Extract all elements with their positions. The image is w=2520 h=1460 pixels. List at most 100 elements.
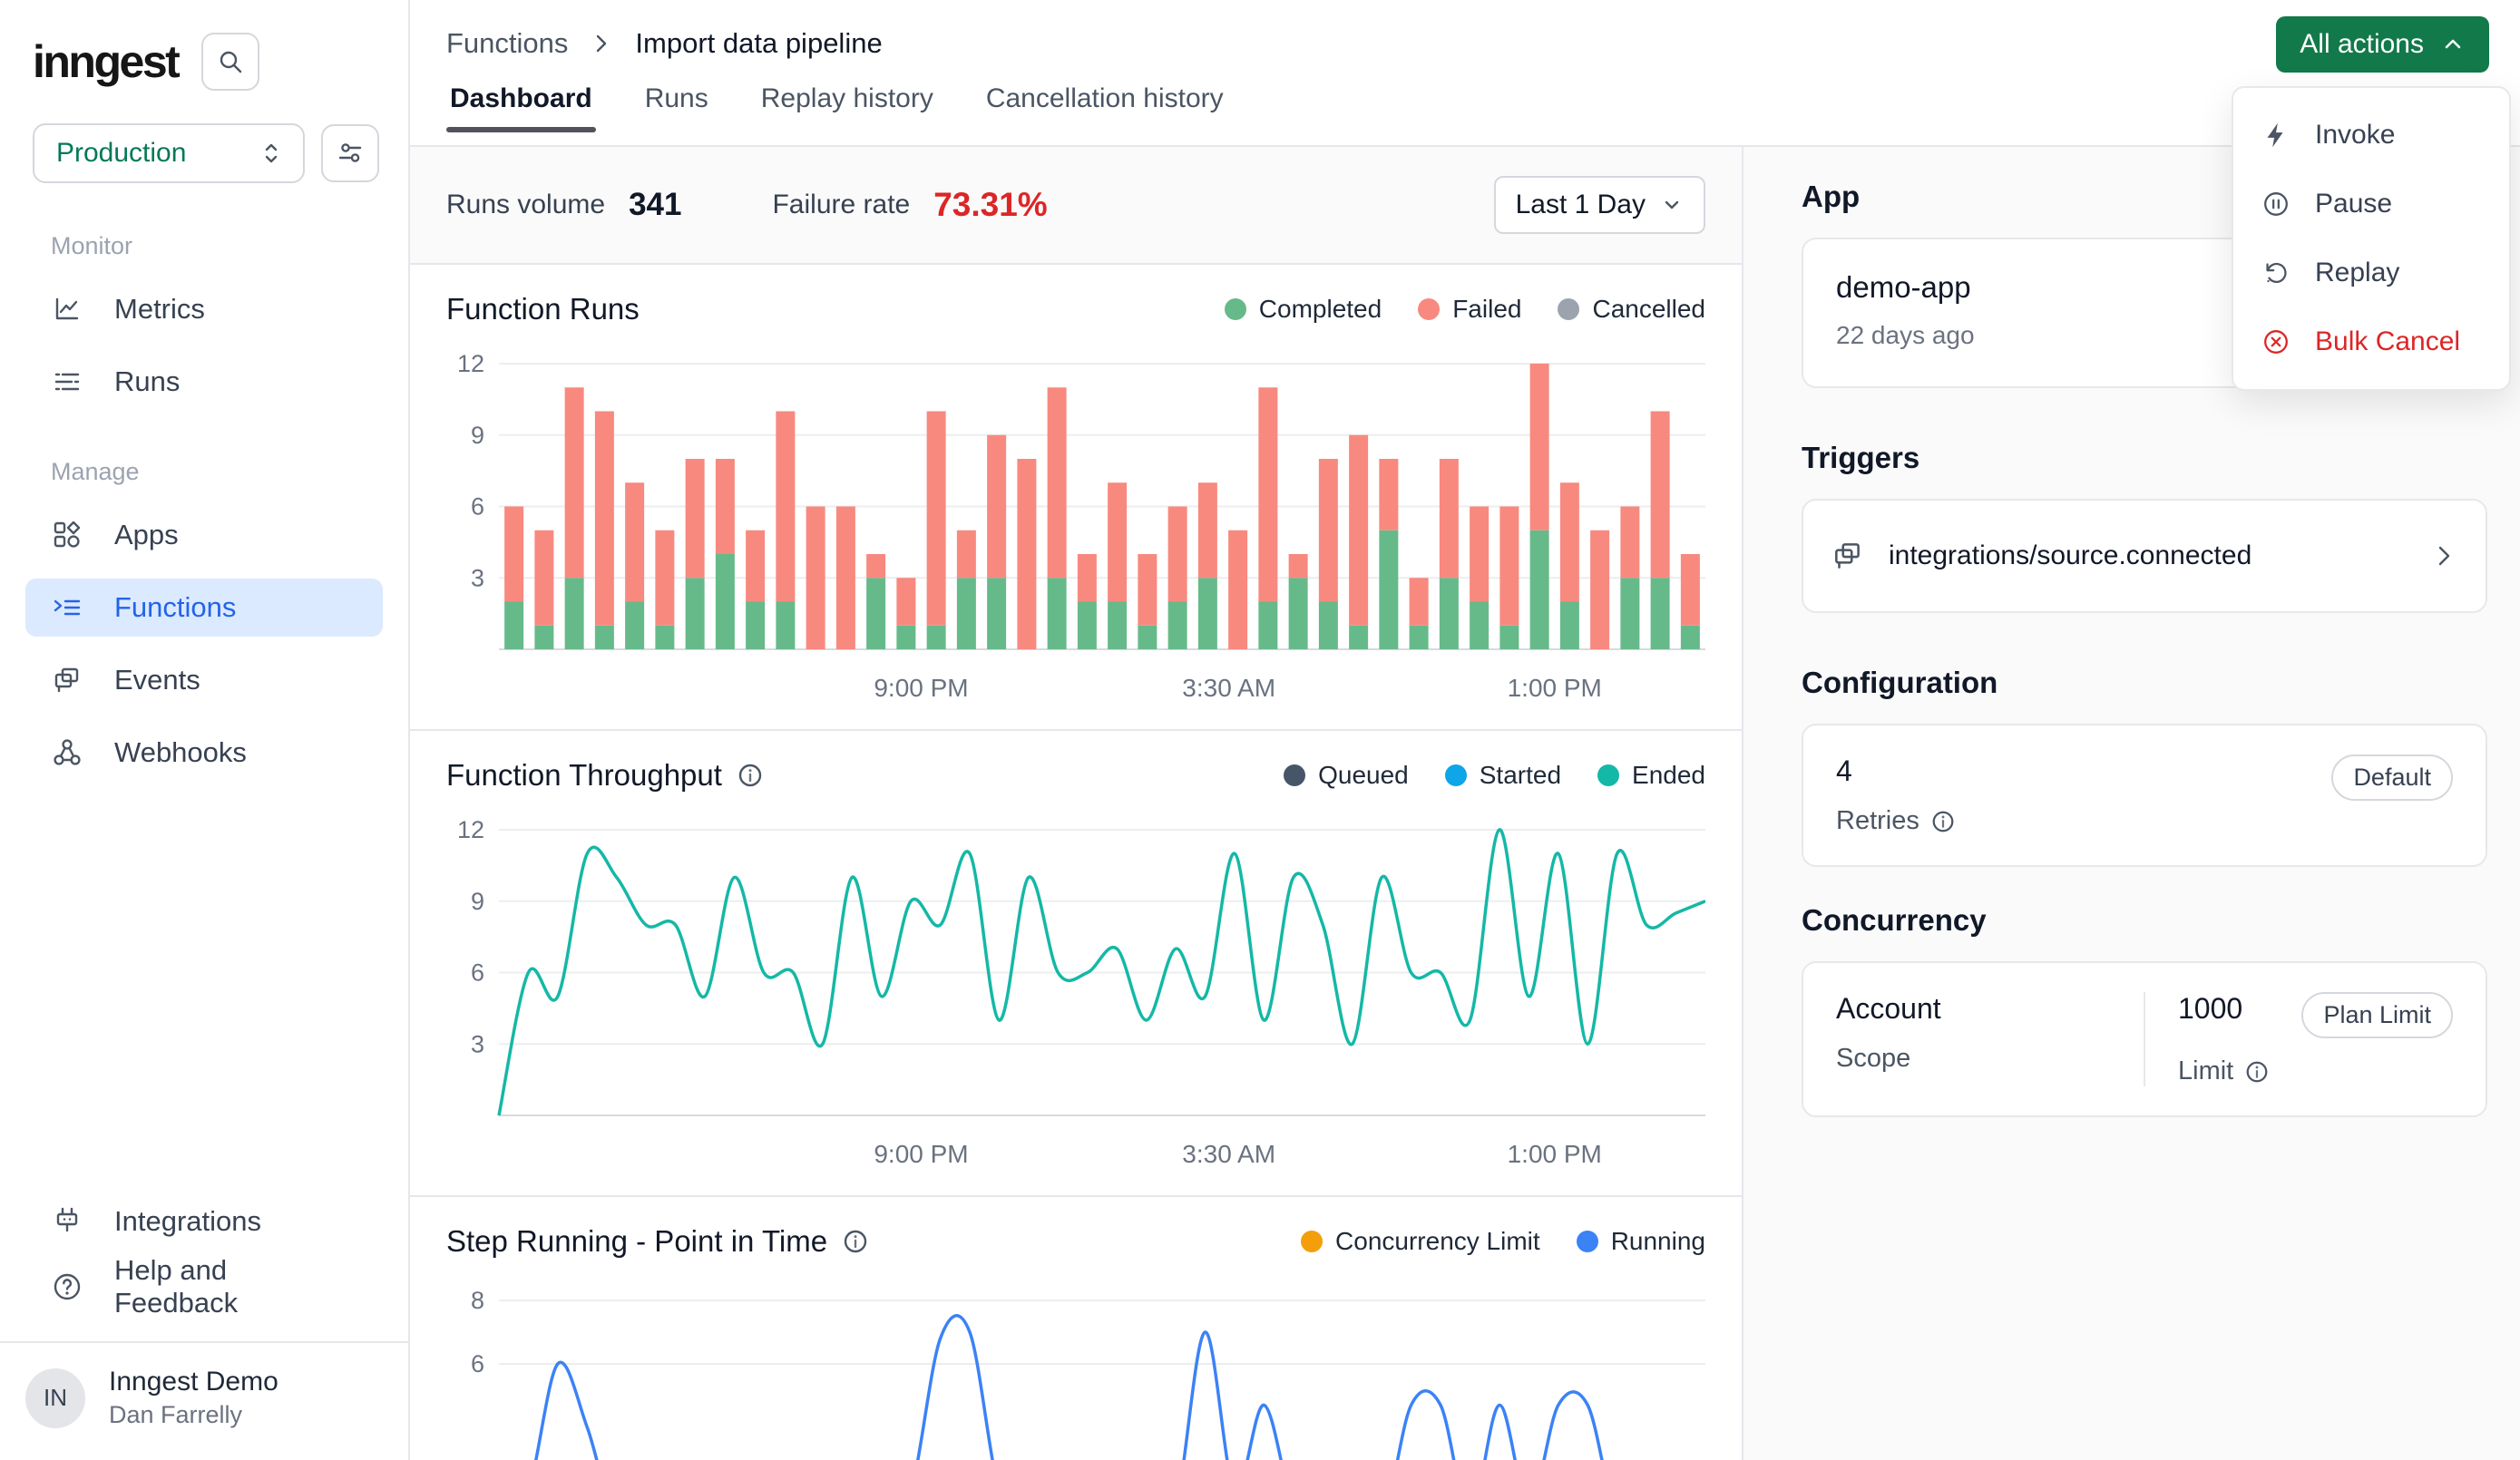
- svg-text:6: 6: [471, 493, 484, 521]
- legend-dot-running: [1577, 1231, 1598, 1252]
- concurrency-card: Account Scope 1000 Plan Limit Limit: [1802, 961, 2487, 1117]
- function-runs-section: Function Runs Completed Failed Cancelled…: [410, 265, 1742, 706]
- event-icon: [1831, 539, 1865, 573]
- breadcrumb: Functions Import data pipeline: [410, 0, 2520, 60]
- runs-volume-value: 341: [629, 187, 681, 223]
- menu-item-invoke[interactable]: Invoke: [2233, 101, 2509, 170]
- menu-item-bulk-cancel[interactable]: Bulk Cancel: [2233, 307, 2509, 376]
- step-running-chart[interactable]: 68: [446, 1282, 1705, 1460]
- user-account: Dan Farrelly: [109, 1401, 278, 1429]
- sidebar-item-label: Help and Feedback: [114, 1254, 357, 1319]
- sidebar-item-runs[interactable]: Runs: [25, 353, 383, 411]
- concurrency-limit-label: Limit: [2178, 1056, 2233, 1086]
- info-icon[interactable]: [737, 762, 764, 789]
- environment-selector[interactable]: Production: [33, 123, 305, 183]
- chart-title: Step Running - Point in Time: [446, 1224, 827, 1259]
- chevron-up-icon: [2440, 32, 2466, 57]
- sidebar-item-events[interactable]: Events: [25, 651, 383, 709]
- apps-icon: [51, 519, 83, 551]
- svg-text:8: 8: [471, 1287, 484, 1314]
- step-running-legend: Concurrency Limit Running: [1301, 1227, 1705, 1256]
- functions-icon: [51, 591, 83, 624]
- function-throughput-chart[interactable]: 369129:00 PM3:30 AM1:00 PM: [446, 816, 1705, 1172]
- user-menu[interactable]: IN Inngest Demo Dan Farrelly: [0, 1341, 408, 1453]
- tab-bar: Dashboard Runs Replay history Cancellati…: [410, 60, 2520, 131]
- trigger-row[interactable]: integrations/source.connected: [1802, 499, 2487, 613]
- concurrency-heading: Concurrency: [1802, 903, 2487, 938]
- metrics-icon: [51, 293, 83, 326]
- svg-text:9: 9: [471, 422, 484, 449]
- bolt-icon: [2261, 120, 2291, 151]
- sidebar-item-functions[interactable]: Functions: [25, 579, 383, 637]
- legend-dot-completed: [1225, 298, 1246, 320]
- menu-item-pause[interactable]: Pause: [2233, 170, 2509, 238]
- legend-dot-ended: [1597, 764, 1619, 786]
- retries-value: 4: [1836, 754, 1956, 788]
- section-label-manage: Manage: [0, 418, 408, 499]
- tab-dashboard[interactable]: Dashboard: [450, 83, 592, 131]
- chevron-right-icon: [2429, 541, 2458, 570]
- menu-item-replay[interactable]: Replay: [2233, 238, 2509, 307]
- time-range-select[interactable]: Last 1 Day: [1494, 176, 1705, 234]
- sidebar: inngest Production Monitor Metrics: [0, 0, 410, 1460]
- legend-dot-failed: [1418, 298, 1440, 320]
- runs-icon: [51, 365, 83, 398]
- triggers-heading: Triggers: [1802, 441, 2487, 475]
- plan-limit-badge: Plan Limit: [2301, 992, 2453, 1038]
- svg-text:3:30 AM: 3:30 AM: [1182, 1140, 1275, 1168]
- sidebar-item-label: Metrics: [114, 293, 205, 326]
- svg-text:3:30 AM: 3:30 AM: [1182, 674, 1275, 702]
- sidebar-item-webhooks[interactable]: Webhooks: [25, 724, 383, 782]
- chevron-down-icon: [1660, 193, 1684, 217]
- info-icon[interactable]: [1930, 809, 1956, 834]
- function-runs-chart[interactable]: 369129:00 PM3:30 AM1:00 PM: [446, 350, 1705, 706]
- all-actions-button[interactable]: All actions: [2276, 16, 2489, 73]
- trigger-event-name: integrations/source.connected: [1889, 540, 2251, 571]
- breadcrumb-chevron-icon: [588, 30, 615, 57]
- svg-text:9:00 PM: 9:00 PM: [874, 1140, 968, 1168]
- replay-icon: [2261, 258, 2291, 288]
- legend-dot-queued: [1284, 764, 1305, 786]
- webhook-icon: [51, 736, 83, 769]
- user-name: Inngest Demo: [109, 1367, 278, 1397]
- legend-dot-started: [1445, 764, 1467, 786]
- info-icon[interactable]: [842, 1228, 869, 1255]
- step-running-section: Step Running - Point in Time Concurrency…: [410, 1195, 1742, 1460]
- svg-text:12: 12: [457, 350, 484, 377]
- sidebar-item-apps[interactable]: Apps: [25, 506, 383, 564]
- chevrons-updown-icon: [256, 138, 287, 169]
- svg-text:6: 6: [471, 1350, 484, 1377]
- chart-title: Function Runs: [446, 292, 640, 326]
- sidebar-item-integrations[interactable]: Integrations: [25, 1192, 383, 1251]
- cancel-circle-icon: [2261, 326, 2291, 357]
- svg-text:1:00 PM: 1:00 PM: [1508, 1140, 1602, 1168]
- plug-icon: [51, 1205, 83, 1238]
- sidebar-item-help[interactable]: Help and Feedback: [25, 1258, 383, 1316]
- function-throughput-legend: Queued Started Ended: [1284, 761, 1705, 790]
- environment-settings-button[interactable]: [321, 124, 379, 182]
- sliders-icon: [335, 138, 366, 169]
- dashboard-content: Runs volume 341 Failure rate 73.31% Last…: [410, 147, 1742, 1460]
- tab-cancellation-history[interactable]: Cancellation history: [986, 83, 1224, 131]
- events-icon: [51, 664, 83, 696]
- sidebar-item-label: Events: [114, 664, 200, 696]
- environment-label: Production: [56, 138, 186, 169]
- chart-title: Function Throughput: [446, 758, 722, 793]
- svg-text:1:00 PM: 1:00 PM: [1508, 674, 1602, 702]
- concurrency-scope-value: Account: [1836, 992, 2111, 1026]
- legend-dot-cancelled: [1558, 298, 1579, 320]
- sidebar-item-label: Apps: [114, 519, 179, 551]
- search-button[interactable]: [201, 33, 259, 91]
- runs-volume-stat: Runs volume 341: [446, 187, 681, 223]
- tab-runs[interactable]: Runs: [645, 83, 708, 131]
- info-icon[interactable]: [2244, 1059, 2270, 1085]
- main-area: Functions Import data pipeline Dashboard…: [410, 0, 2520, 1460]
- inngest-logo: inngest: [33, 35, 178, 88]
- function-runs-legend: Completed Failed Cancelled: [1225, 295, 1705, 324]
- default-badge: Default: [2331, 754, 2453, 801]
- breadcrumb-functions[interactable]: Functions: [446, 27, 568, 60]
- sidebar-item-metrics[interactable]: Metrics: [25, 280, 383, 338]
- tab-replay-history[interactable]: Replay history: [761, 83, 933, 131]
- sidebar-item-label: Functions: [114, 591, 236, 624]
- all-actions-menu: Invoke Pause Replay Bulk Cancel: [2232, 86, 2511, 391]
